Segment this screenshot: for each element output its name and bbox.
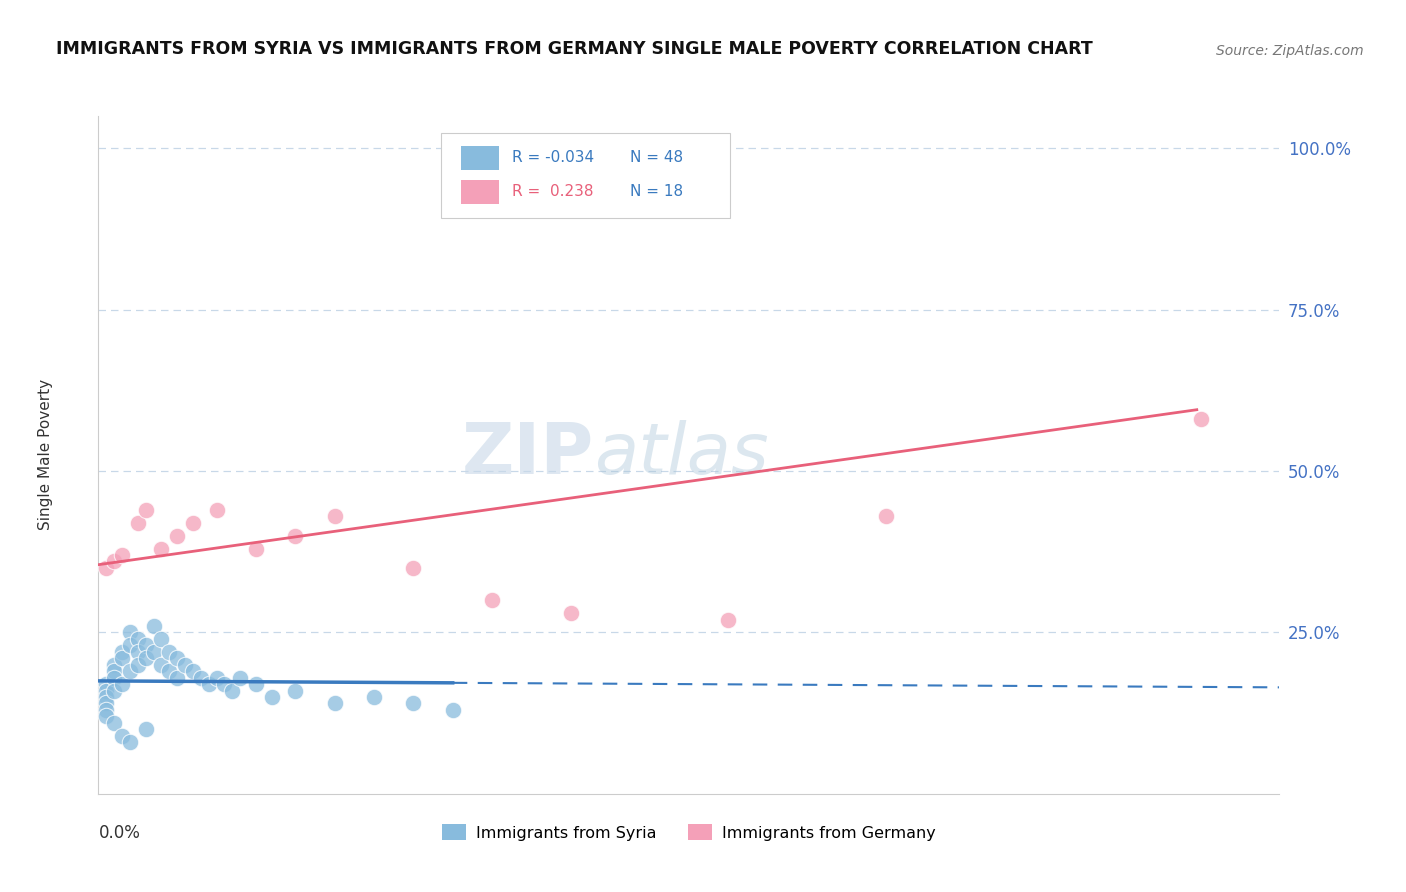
Point	[323, 509, 346, 524]
Point	[118, 625, 141, 640]
Point	[166, 528, 188, 542]
Point	[103, 657, 125, 672]
Point	[214, 677, 236, 691]
Point	[150, 541, 173, 556]
Point	[118, 735, 141, 749]
Point	[181, 516, 204, 530]
Text: Single Male Poverty: Single Male Poverty	[38, 379, 53, 531]
Point	[181, 664, 204, 678]
Point	[142, 619, 165, 633]
Point	[96, 690, 118, 704]
Point	[96, 709, 118, 723]
Legend: Immigrants from Syria, Immigrants from Germany: Immigrants from Syria, Immigrants from G…	[436, 818, 942, 847]
Point	[284, 528, 307, 542]
Point	[166, 651, 188, 665]
Bar	[461, 146, 499, 170]
Point	[363, 690, 385, 704]
Point	[127, 516, 149, 530]
Point	[142, 645, 165, 659]
Point	[103, 554, 125, 568]
Point	[150, 657, 173, 672]
Point	[229, 671, 252, 685]
Point	[245, 541, 267, 556]
Text: atlas: atlas	[595, 420, 769, 490]
Point	[96, 703, 118, 717]
Text: N = 48: N = 48	[630, 151, 683, 166]
Point	[111, 729, 134, 743]
Point	[96, 677, 118, 691]
Point	[245, 677, 267, 691]
Point	[205, 503, 228, 517]
Text: Source: ZipAtlas.com: Source: ZipAtlas.com	[1216, 44, 1364, 58]
Point	[560, 606, 582, 620]
Text: N = 18: N = 18	[630, 185, 683, 200]
Point	[190, 671, 212, 685]
Point	[127, 657, 149, 672]
Point	[205, 671, 228, 685]
Point	[284, 683, 307, 698]
Point	[127, 632, 149, 646]
Point	[127, 645, 149, 659]
Point	[157, 664, 180, 678]
Point	[221, 683, 243, 698]
Text: IMMIGRANTS FROM SYRIA VS IMMIGRANTS FROM GERMANY SINGLE MALE POVERTY CORRELATION: IMMIGRANTS FROM SYRIA VS IMMIGRANTS FROM…	[56, 40, 1092, 58]
Point	[135, 723, 157, 737]
Point	[111, 548, 134, 562]
Point	[135, 503, 157, 517]
Point	[157, 645, 180, 659]
Point	[118, 664, 141, 678]
Text: ZIP: ZIP	[463, 420, 595, 490]
Point	[402, 561, 425, 575]
Point	[96, 683, 118, 698]
Point	[441, 703, 464, 717]
Point	[103, 664, 125, 678]
Point	[96, 697, 118, 711]
Text: 0.0%: 0.0%	[98, 824, 141, 842]
Point	[118, 639, 141, 653]
Text: R =  0.238: R = 0.238	[512, 185, 593, 200]
Point	[103, 683, 125, 698]
Point	[1189, 412, 1212, 426]
Point	[111, 651, 134, 665]
Point	[166, 671, 188, 685]
Point	[402, 697, 425, 711]
FancyBboxPatch shape	[441, 133, 730, 218]
Point	[174, 657, 197, 672]
Point	[323, 697, 346, 711]
Point	[717, 613, 740, 627]
Point	[197, 677, 219, 691]
Point	[260, 690, 283, 704]
Point	[481, 593, 503, 607]
Point	[135, 639, 157, 653]
Point	[111, 677, 134, 691]
Bar	[461, 180, 499, 204]
Text: R = -0.034: R = -0.034	[512, 151, 593, 166]
Point	[103, 671, 125, 685]
Point	[875, 509, 897, 524]
Point	[103, 715, 125, 730]
Point	[150, 632, 173, 646]
Point	[135, 651, 157, 665]
Point	[96, 561, 118, 575]
Point	[111, 645, 134, 659]
